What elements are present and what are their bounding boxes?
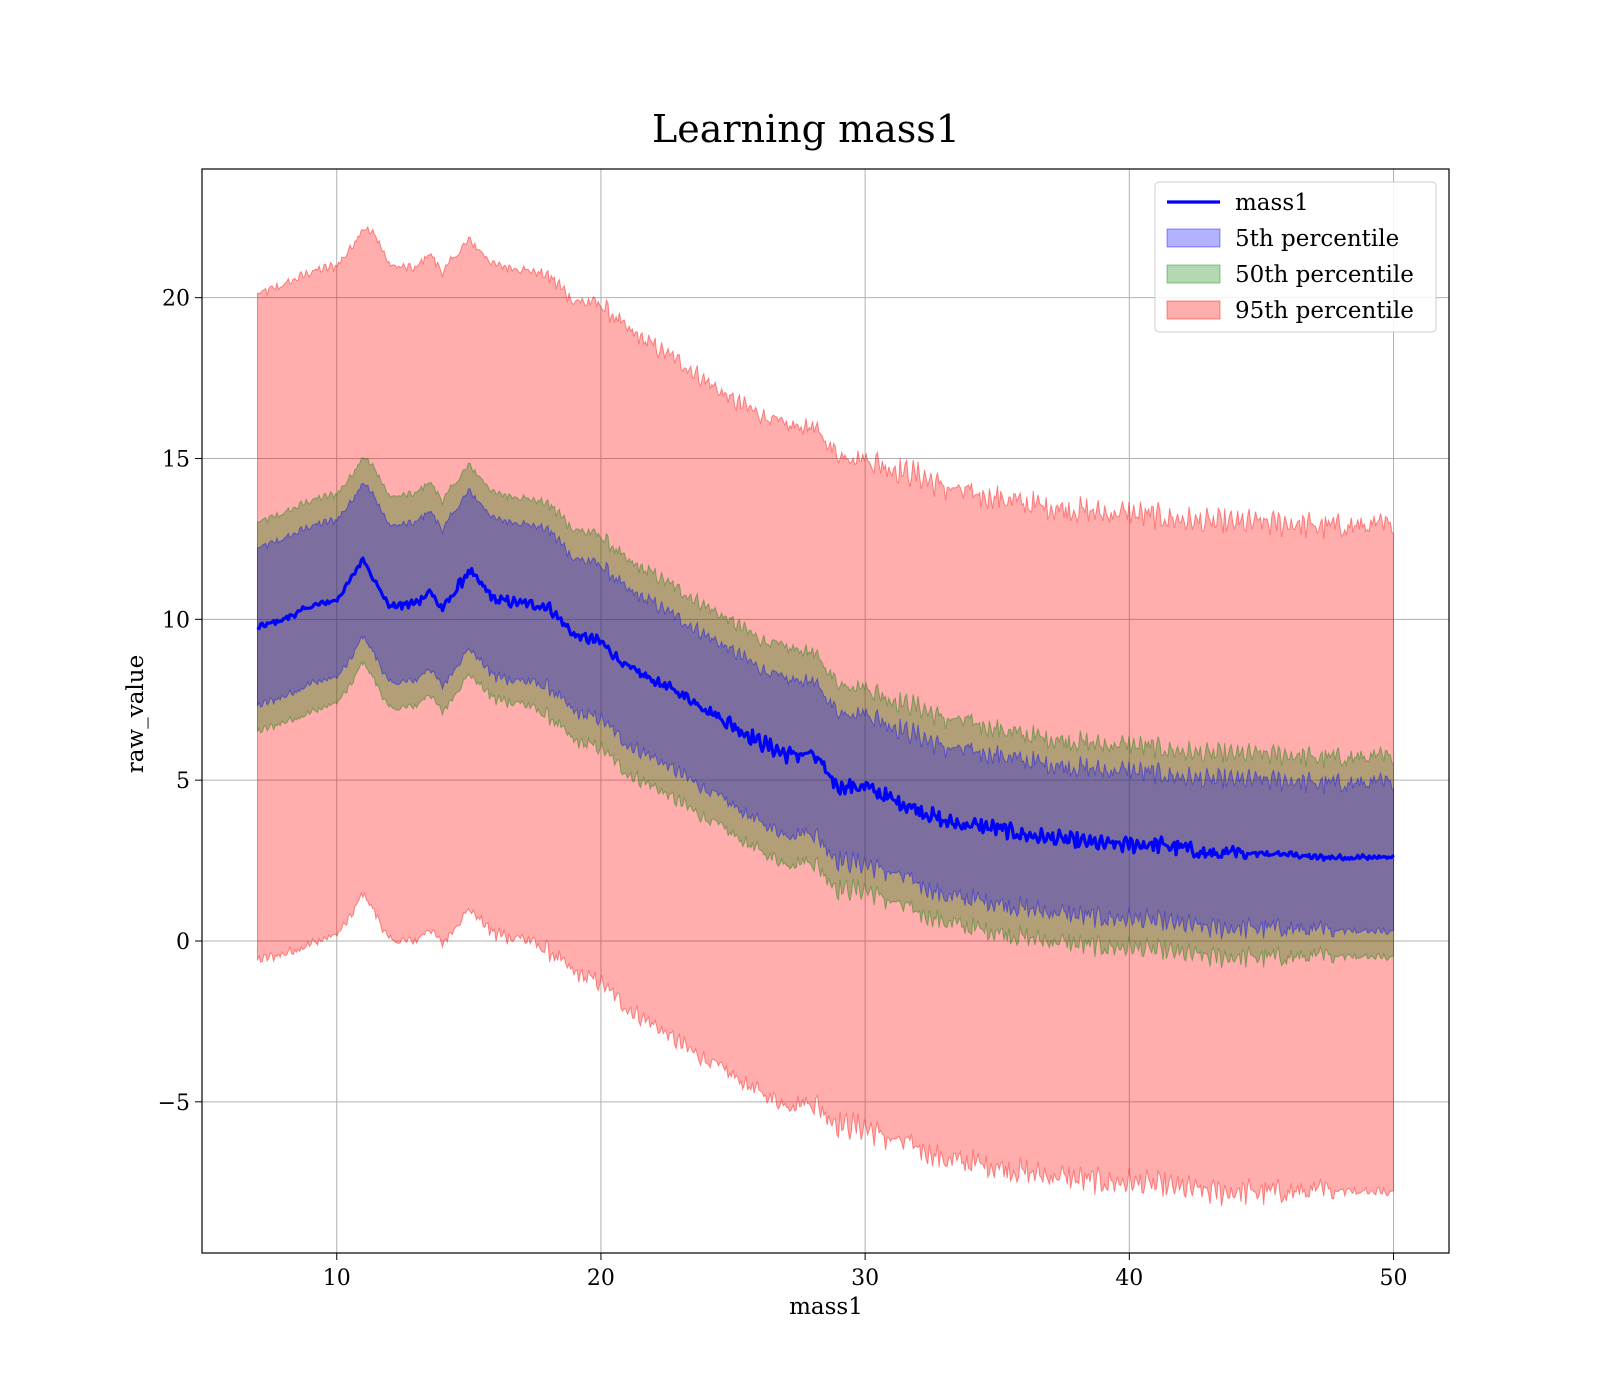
line-mass1 xyxy=(256,556,1395,862)
legend-entry: 95th percentile xyxy=(1166,298,1414,324)
legend-label: 95th percentile xyxy=(1235,298,1414,324)
legend-entry: 5th percentile xyxy=(1166,226,1399,252)
band-5th-percentile xyxy=(256,482,1395,940)
legend-box xyxy=(1154,181,1437,333)
y-tick-label: 20 xyxy=(162,287,190,312)
y-tick-label: 10 xyxy=(162,608,190,633)
legend-label: 50th percentile xyxy=(1235,262,1414,288)
x-axis-label: mass1 xyxy=(789,1294,863,1320)
x-tick-label: 10 xyxy=(323,1266,351,1291)
legend-patch-swatch xyxy=(1166,300,1221,320)
legend-entry: 50th percentile xyxy=(1166,262,1414,288)
band-95th-percentile xyxy=(256,225,1395,1207)
y-axis-label: raw_value xyxy=(123,655,149,773)
axis-ticks: 10 20 30 40 50 −5 0 5 10 15 20 xyxy=(158,287,1408,1291)
legend-patch-swatch xyxy=(1166,264,1221,284)
legend-patch-swatch xyxy=(1166,228,1221,248)
x-tick-label: 20 xyxy=(587,1266,615,1291)
x-tick-label: 40 xyxy=(1115,1266,1143,1291)
x-tick-label: 50 xyxy=(1380,1266,1408,1291)
legend-entry: mass1 xyxy=(1167,190,1309,216)
legend: mass1 5th percentile 50th percentile 95th p… xyxy=(1154,181,1437,333)
y-tick-label: 0 xyxy=(176,930,190,955)
legend-label: mass1 xyxy=(1235,190,1309,216)
chart-title: Learning mass1 xyxy=(652,107,960,151)
x-tick-label: 30 xyxy=(851,1266,879,1291)
y-tick-label: −5 xyxy=(158,1091,190,1116)
legend-label: 5th percentile xyxy=(1235,226,1399,252)
plot-frame xyxy=(201,168,1450,1254)
y-tick-label: 5 xyxy=(176,769,190,794)
line-series xyxy=(256,556,1395,862)
y-tick-label: 15 xyxy=(162,447,190,472)
